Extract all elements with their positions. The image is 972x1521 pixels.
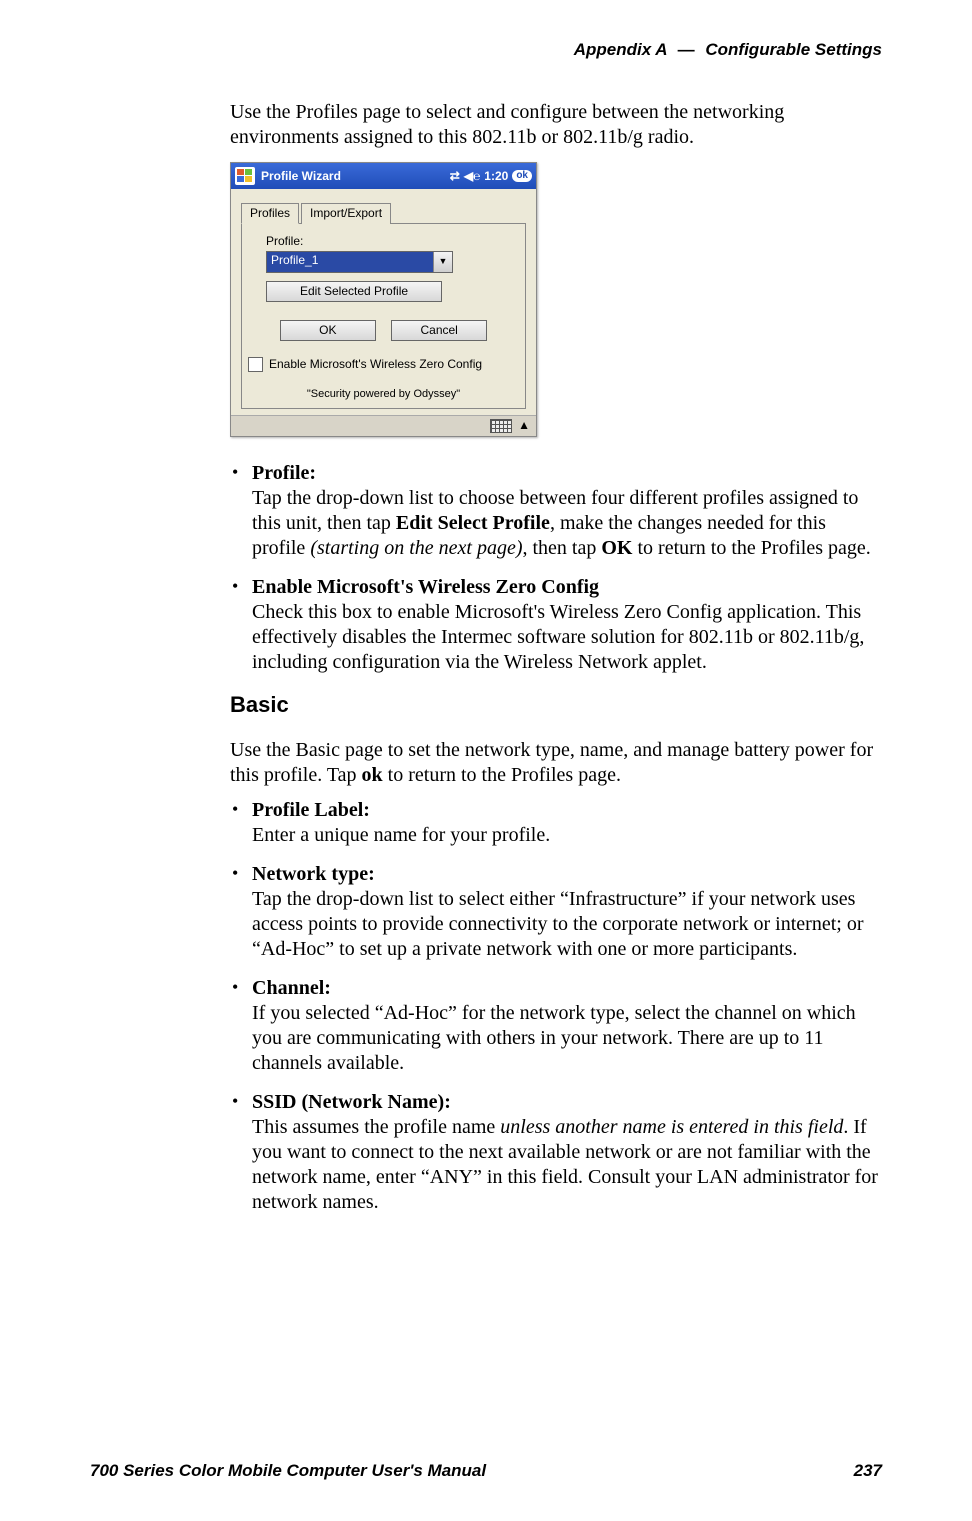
window-title: Profile Wizard <box>261 169 450 184</box>
ok-cancel-row: OK Cancel <box>266 320 501 341</box>
cancel-button[interactable]: Cancel <box>391 320 487 341</box>
tab-profiles[interactable]: Profiles <box>241 203 299 224</box>
page: Appendix A — Configurable Settings Use t… <box>0 0 972 1521</box>
bullet-title: Channel <box>252 977 324 999</box>
list-item: Profile Label: Enter a unique name for y… <box>252 798 882 848</box>
security-powered-line: "Security powered by Odyssey" <box>266 388 501 402</box>
list-item: Profile: Tap the drop-down list to choos… <box>252 461 882 561</box>
sip-bar: ▲ <box>231 415 536 436</box>
bullet-body: Tap the drop-down list to select either … <box>252 887 882 962</box>
bullet-title: SSID (Network Name) <box>252 1091 444 1113</box>
chevron-down-icon[interactable]: ▼ <box>433 252 452 272</box>
bullets-profiles: Profile: Tap the drop-down list to choos… <box>230 461 882 675</box>
profile-dropdown-value: Profile_1 <box>267 252 433 272</box>
bullet-title: Network type <box>252 863 368 885</box>
bullet-body: This assumes the profile name unless ano… <box>252 1115 882 1215</box>
list-item: Channel: If you selected “Ad-Hoc” for th… <box>252 976 882 1076</box>
volume-icon: ◀℮ <box>464 169 480 184</box>
bullet-title: Profile <box>252 462 309 484</box>
bullet-body: If you selected “Ad-Hoc” for the network… <box>252 1001 882 1076</box>
edit-selected-profile-button[interactable]: Edit Selected Profile <box>266 281 442 302</box>
profile-dropdown[interactable]: Profile_1 ▼ <box>266 251 453 273</box>
content-area: Use the Profiles page to select and conf… <box>230 100 882 1215</box>
basic-heading: Basic <box>230 691 882 719</box>
tabs-row: Profiles Import/Export <box>241 203 526 224</box>
ok-chip-icon: ok <box>512 170 532 183</box>
footer-manual-title: 700 Series Color Mobile Computer User's … <box>90 1461 486 1481</box>
basic-intro: Use the Basic page to set the network ty… <box>230 738 882 788</box>
bullet-body: Enter a unique name for your profile. <box>252 823 882 848</box>
enable-zero-config-row: Enable Microsoft's Wireless Zero Config <box>248 357 519 372</box>
intro-paragraph: Use the Profiles page to select and conf… <box>230 100 882 150</box>
window-body: Profiles Import/Export Profile: Profile_… <box>231 189 536 415</box>
bullet-body: Check this box to enable Microsoft's Wir… <box>252 600 882 675</box>
bullet-title: Enable Microsoft's Wireless Zero Config <box>252 576 599 598</box>
tab-panel: Profile: Profile_1 ▼ Edit Selected Profi… <box>241 223 526 409</box>
keyboard-icon[interactable] <box>490 419 512 433</box>
start-flag-icon <box>235 167 255 185</box>
page-footer: 700 Series Color Mobile Computer User's … <box>90 1461 882 1481</box>
list-item: SSID (Network Name): This assumes the pr… <box>252 1090 882 1215</box>
list-item: Enable Microsoft's Wireless Zero Config … <box>252 575 882 675</box>
header-appendix: Appendix A <box>574 40 667 59</box>
profile-wizard-screenshot: Profile Wizard ⇄ ◀℮ 1:20 ok Profiles Imp… <box>230 162 537 437</box>
clock-time: 1:20 <box>484 169 508 184</box>
footer-page-number: 237 <box>854 1461 882 1481</box>
enable-zero-config-checkbox[interactable] <box>248 357 263 372</box>
header-separator: — <box>672 40 701 59</box>
list-item: Network type: Tap the drop-down list to … <box>252 862 882 962</box>
tab-import-export[interactable]: Import/Export <box>301 203 391 224</box>
ok-button[interactable]: OK <box>280 320 376 341</box>
connectivity-icon: ⇄ <box>450 169 460 184</box>
titlebar-tray: ⇄ ◀℮ 1:20 ok <box>450 169 532 184</box>
bullet-title: Profile Label <box>252 799 363 821</box>
sip-arrow-icon[interactable]: ▲ <box>518 418 530 433</box>
header-title: Configurable Settings <box>705 40 882 59</box>
bullet-body: Tap the drop-down list to choose between… <box>252 486 882 561</box>
window-titlebar: Profile Wizard ⇄ ◀℮ 1:20 ok <box>231 163 536 189</box>
running-header: Appendix A — Configurable Settings <box>90 40 882 60</box>
bullets-basic: Profile Label: Enter a unique name for y… <box>230 798 882 1215</box>
profile-field-label: Profile: <box>266 234 501 249</box>
enable-zero-config-label: Enable Microsoft's Wireless Zero Config <box>269 357 482 372</box>
